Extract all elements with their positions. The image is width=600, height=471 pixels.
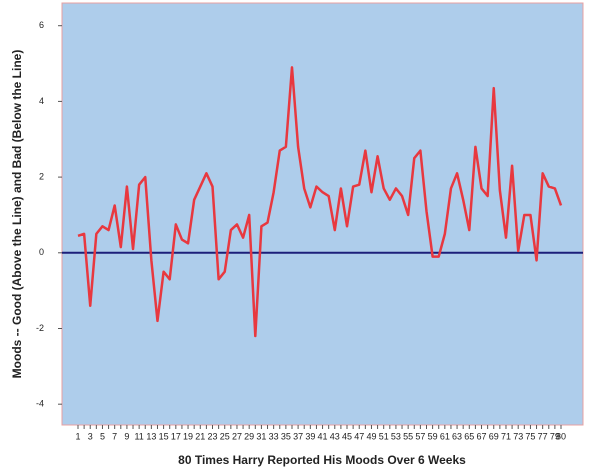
x-tick-label: 69 — [489, 431, 499, 441]
x-tick-label: 63 — [452, 431, 462, 441]
x-tick-label: 5 — [100, 431, 105, 441]
x-tick-label: 75 — [525, 431, 535, 441]
x-tick-label: 65 — [464, 431, 474, 441]
x-tick-label: 35 — [281, 431, 291, 441]
x-tick-label: 79 — [550, 431, 560, 441]
y-tick-label: 4 — [39, 96, 44, 106]
x-tick-label: 71 — [501, 431, 511, 441]
x-tick-label: 47 — [354, 431, 364, 441]
x-tick-label: 21 — [195, 431, 205, 441]
x-tick-label: 77 — [538, 431, 548, 441]
x-tick-label: 31 — [256, 431, 266, 441]
x-tick-label: 3 — [88, 431, 93, 441]
x-tick-label: 19 — [183, 431, 193, 441]
x-tick-label: 29 — [244, 431, 254, 441]
x-tick-label: 27 — [232, 431, 242, 441]
plot-area — [61, 2, 584, 426]
x-tick-label: 51 — [379, 431, 389, 441]
x-tick-label: 57 — [415, 431, 425, 441]
x-tick-label: 25 — [220, 431, 230, 441]
x-tick-label: 9 — [124, 431, 129, 441]
x-tick-label: 49 — [366, 431, 376, 441]
x-tick-label: 41 — [318, 431, 328, 441]
y-tick-label: 6 — [39, 20, 44, 30]
x-tick-label: 37 — [293, 431, 303, 441]
x-tick-label: 53 — [391, 431, 401, 441]
x-tick-label: 73 — [513, 431, 523, 441]
x-tick-label: 17 — [171, 431, 181, 441]
x-tick-label: 15 — [159, 431, 169, 441]
y-tick-label: -4 — [36, 399, 44, 409]
x-tick-label: 39 — [305, 431, 315, 441]
x-tick-label: 11 — [134, 431, 143, 441]
y-tick-label: 2 — [39, 171, 44, 181]
x-tick-label: 80 — [556, 431, 566, 441]
x-tick-label: 55 — [403, 431, 413, 441]
x-tick-label: 45 — [342, 431, 352, 441]
x-tick-label: 1 — [75, 431, 80, 441]
x-axis-title: 80 Times Harry Reported His Moods Over 6… — [178, 453, 466, 467]
x-tick-label: 7 — [112, 431, 117, 441]
x-tick-label: 13 — [146, 431, 156, 441]
x-tick-label: 43 — [330, 431, 340, 441]
x-tick-label: 67 — [477, 431, 487, 441]
x-tick-label: 23 — [207, 431, 217, 441]
x-tick-label: 61 — [440, 431, 450, 441]
y-tick-label: -2 — [36, 323, 44, 333]
data-line — [77, 66, 563, 338]
x-tick-label: 59 — [428, 431, 438, 441]
y-tick-label: 0 — [39, 247, 44, 257]
y-axis-title: Moods -- Good (Above the Line) and Bad (… — [10, 50, 24, 379]
x-tick-label: 33 — [269, 431, 279, 441]
